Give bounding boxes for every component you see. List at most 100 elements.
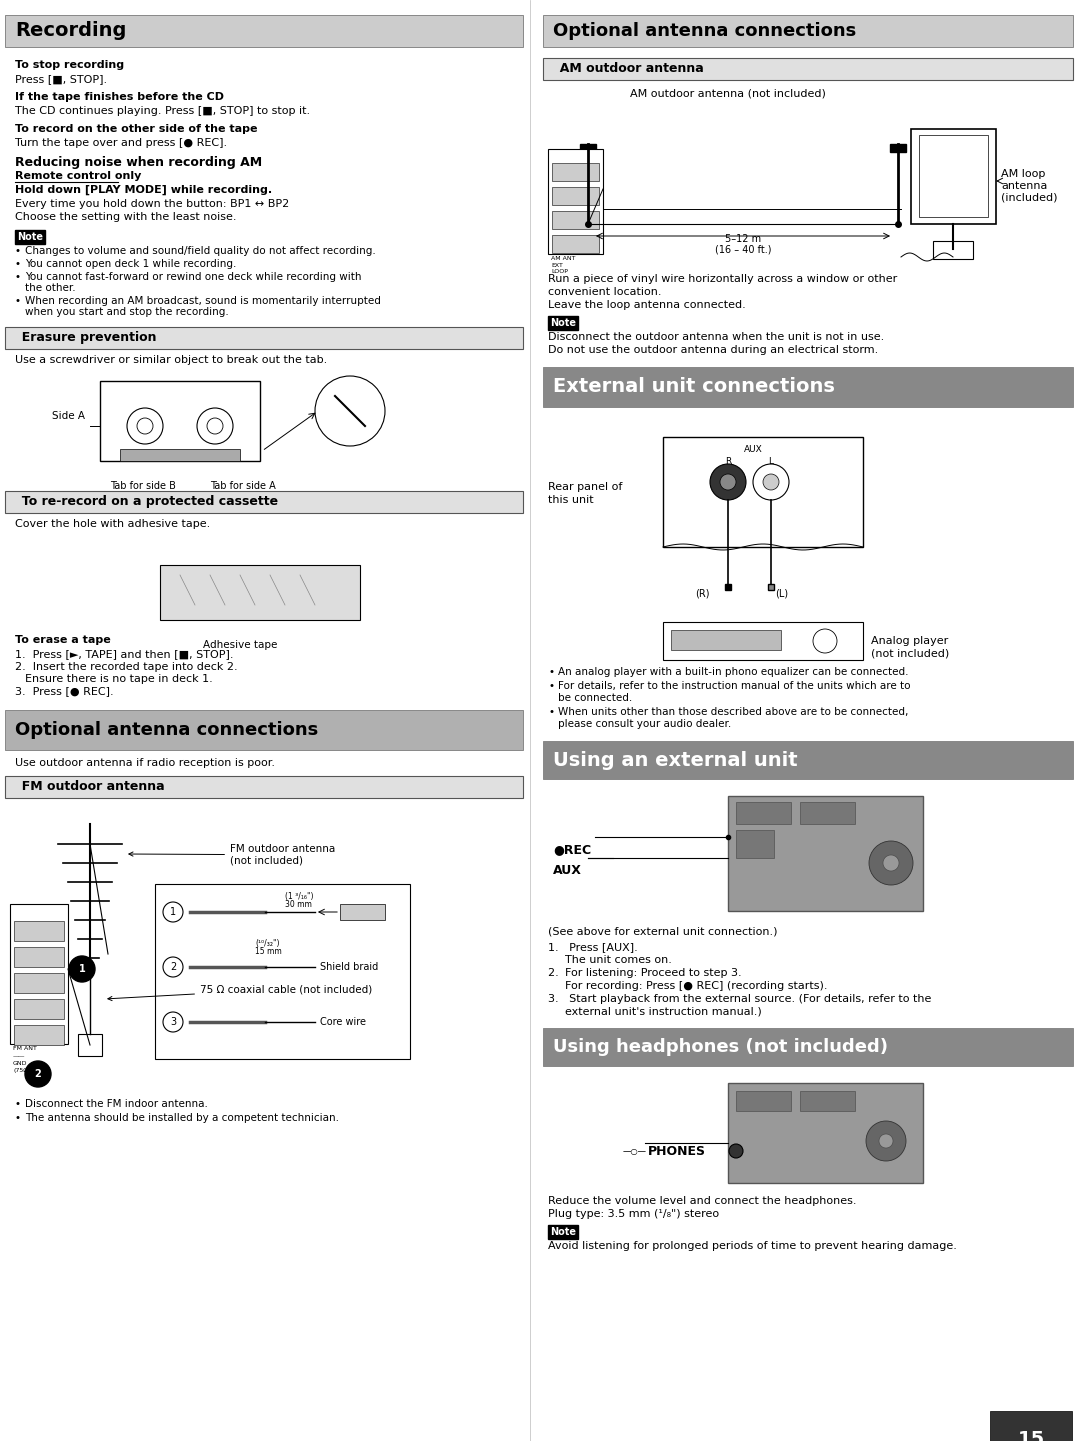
- Text: •: •: [548, 708, 554, 718]
- Bar: [671, 630, 781, 650]
- Circle shape: [879, 1134, 893, 1148]
- Bar: [15, 231, 45, 244]
- Text: Turn the tape over and press [● REC].: Turn the tape over and press [● REC].: [15, 138, 227, 148]
- Text: (1 ³/₁₆"): (1 ³/₁₆"): [285, 892, 313, 901]
- Text: (included): (included): [1001, 193, 1057, 203]
- Bar: [548, 316, 578, 330]
- Text: •: •: [15, 259, 21, 269]
- Text: To re-record on a protected cassette: To re-record on a protected cassette: [13, 496, 279, 509]
- Text: 1: 1: [79, 964, 85, 974]
- Text: FM ANT: FM ANT: [13, 1046, 37, 1050]
- Bar: [340, 904, 384, 919]
- Bar: [735, 803, 791, 824]
- Bar: [543, 14, 1074, 48]
- Bar: [919, 135, 988, 218]
- Text: 3.  Press [● REC].: 3. Press [● REC].: [15, 686, 113, 696]
- Bar: [580, 144, 596, 151]
- Text: Optional antenna connections: Optional antenna connections: [15, 720, 319, 739]
- Bar: [5, 777, 523, 798]
- Text: •: •: [15, 1099, 21, 1110]
- Bar: [543, 741, 1074, 780]
- Bar: [543, 1027, 1074, 1066]
- Text: Changes to volume and sound/field quality do not affect recording.: Changes to volume and sound/field qualit…: [25, 246, 376, 256]
- Text: Shield braid: Shield braid: [320, 963, 378, 973]
- Bar: [160, 565, 360, 620]
- Bar: [663, 437, 863, 548]
- Bar: [552, 163, 599, 182]
- Text: 15: 15: [1017, 1429, 1044, 1441]
- Bar: [14, 1025, 64, 1045]
- Text: Plug type: 3.5 mm (¹/₈") stereo: Plug type: 3.5 mm (¹/₈") stereo: [548, 1209, 719, 1219]
- Circle shape: [869, 842, 913, 885]
- Circle shape: [866, 1121, 906, 1161]
- Bar: [10, 904, 68, 1043]
- Bar: [5, 14, 523, 48]
- Text: Use outdoor antenna if radio reception is poor.: Use outdoor antenna if radio reception i…: [15, 758, 275, 768]
- Text: If the tape finishes before the CD: If the tape finishes before the CD: [15, 92, 224, 102]
- Text: AM outdoor antenna (not included): AM outdoor antenna (not included): [630, 88, 826, 98]
- Circle shape: [883, 855, 899, 870]
- Bar: [14, 947, 64, 967]
- Text: •: •: [15, 295, 21, 305]
- Text: To erase a tape: To erase a tape: [15, 635, 111, 646]
- Text: 3: 3: [170, 1017, 176, 1027]
- Text: (75Ω): (75Ω): [13, 1068, 30, 1074]
- Bar: [14, 921, 64, 941]
- Text: •: •: [15, 1112, 21, 1123]
- Text: the other.: the other.: [25, 282, 76, 293]
- Text: Leave the loop antenna connected.: Leave the loop antenna connected.: [548, 300, 746, 310]
- Text: When recording an AM broadcast, sound is momentarily interrupted: When recording an AM broadcast, sound is…: [25, 295, 381, 305]
- Text: ●REC: ●REC: [553, 843, 591, 856]
- Text: (See above for external unit connection.): (See above for external unit connection.…: [548, 927, 778, 937]
- Bar: [548, 1225, 578, 1239]
- Bar: [543, 367, 1074, 406]
- Text: AUX: AUX: [744, 445, 762, 454]
- Text: please consult your audio dealer.: please consult your audio dealer.: [558, 719, 731, 729]
- Text: Avoid listening for prolonged periods of time to prevent hearing damage.: Avoid listening for prolonged periods of…: [548, 1241, 957, 1251]
- Text: To record on the other side of the tape: To record on the other side of the tape: [15, 124, 257, 134]
- Bar: [14, 999, 64, 1019]
- Text: EXT: EXT: [551, 264, 563, 268]
- Text: AM outdoor antenna: AM outdoor antenna: [551, 62, 704, 75]
- Text: 75 Ω coaxial cable (not included): 75 Ω coaxial cable (not included): [108, 984, 373, 1000]
- Text: Tab for side A: Tab for side A: [210, 481, 275, 491]
- Text: (R): (R): [696, 589, 710, 599]
- Bar: [543, 58, 1074, 81]
- Bar: [735, 830, 774, 857]
- Bar: [5, 327, 523, 349]
- Text: Rear panel of: Rear panel of: [548, 481, 622, 491]
- Text: Do not use the outdoor antenna during an electrical storm.: Do not use the outdoor antenna during an…: [548, 344, 878, 354]
- Text: 15 mm: 15 mm: [255, 947, 282, 955]
- Text: 1: 1: [170, 906, 176, 916]
- Text: —○—: —○—: [623, 1147, 647, 1156]
- Text: Every time you hold down the button: BP1 ↔ BP2: Every time you hold down the button: BP1…: [15, 199, 289, 209]
- Text: Optional antenna connections: Optional antenna connections: [553, 22, 856, 40]
- Text: Use a screwdriver or similar object to break out the tab.: Use a screwdriver or similar object to b…: [15, 354, 327, 365]
- Text: Remote control only: Remote control only: [15, 171, 141, 182]
- Bar: [800, 803, 855, 824]
- Text: An analog player with a built-in phono equalizer can be connected.: An analog player with a built-in phono e…: [558, 667, 908, 677]
- Bar: [14, 973, 64, 993]
- Text: FM outdoor antenna
(not included): FM outdoor antenna (not included): [129, 844, 335, 866]
- Bar: [728, 1084, 923, 1183]
- Text: You cannot open deck 1 while recording.: You cannot open deck 1 while recording.: [25, 259, 237, 269]
- Bar: [663, 623, 863, 660]
- Text: Core wire: Core wire: [320, 1017, 366, 1027]
- Circle shape: [762, 474, 779, 490]
- Text: when you start and stop the recording.: when you start and stop the recording.: [25, 307, 229, 317]
- Text: external unit's instruction manual.): external unit's instruction manual.): [565, 1006, 761, 1016]
- Text: •: •: [548, 682, 554, 692]
- Text: LOOP: LOOP: [551, 269, 568, 274]
- Circle shape: [710, 464, 746, 500]
- Text: 1.   Press [AUX].: 1. Press [AUX].: [548, 942, 638, 953]
- Bar: [735, 1091, 791, 1111]
- Text: Disconnect the FM indoor antenna.: Disconnect the FM indoor antenna.: [25, 1099, 207, 1110]
- Circle shape: [729, 1144, 743, 1159]
- Text: The CD continues playing. Press [■, STOP] to stop it.: The CD continues playing. Press [■, STOP…: [15, 107, 310, 115]
- Bar: [912, 130, 996, 223]
- Text: (¹⁰/₃₂"): (¹⁰/₃₂"): [255, 940, 280, 948]
- Bar: [552, 235, 599, 254]
- Text: Disconnect the outdoor antenna when the unit is not in use.: Disconnect the outdoor antenna when the …: [548, 331, 885, 342]
- Text: Tab for side B: Tab for side B: [110, 481, 176, 491]
- Text: Ensure there is no tape in deck 1.: Ensure there is no tape in deck 1.: [25, 674, 213, 684]
